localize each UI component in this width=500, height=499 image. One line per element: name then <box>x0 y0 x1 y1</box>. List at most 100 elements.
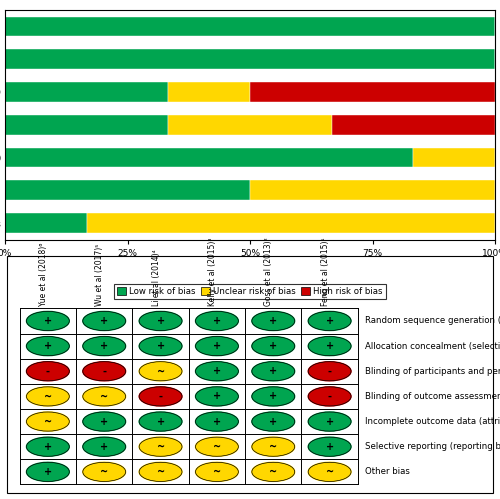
Ellipse shape <box>196 336 238 356</box>
Ellipse shape <box>308 412 351 431</box>
Ellipse shape <box>83 437 126 456</box>
Text: +: + <box>44 341 52 351</box>
Ellipse shape <box>308 336 351 356</box>
Ellipse shape <box>26 311 70 330</box>
Bar <box>86 213 495 233</box>
Text: ~: ~ <box>269 467 278 477</box>
Text: -: - <box>46 366 50 376</box>
Text: +: + <box>213 366 221 376</box>
Text: Selective reporting (reporting bias): Selective reporting (reporting bias) <box>365 442 500 451</box>
Text: Blinding of participants and personnel (performance bias): Blinding of participants and personnel (… <box>365 367 500 376</box>
Legend: Low risk of bias, Unclear risk of bias, High risk of bias: Low risk of bias, Unclear risk of bias, … <box>114 283 386 299</box>
Ellipse shape <box>139 362 182 381</box>
Bar <box>5 115 168 135</box>
Text: +: + <box>100 442 108 452</box>
Bar <box>5 181 250 200</box>
Ellipse shape <box>252 412 294 431</box>
Ellipse shape <box>26 462 70 482</box>
Bar <box>168 115 332 135</box>
Ellipse shape <box>252 462 294 482</box>
Ellipse shape <box>83 362 126 381</box>
Text: Random sequence generation (selection bias): Random sequence generation (selection bi… <box>365 316 500 325</box>
Ellipse shape <box>196 412 238 431</box>
Bar <box>250 82 495 102</box>
Text: +: + <box>156 316 164 326</box>
Ellipse shape <box>83 387 126 406</box>
Ellipse shape <box>196 462 238 482</box>
Ellipse shape <box>308 387 351 406</box>
Ellipse shape <box>308 362 351 381</box>
Text: +: + <box>326 316 334 326</box>
Ellipse shape <box>139 412 182 431</box>
Text: +: + <box>100 417 108 427</box>
Text: +: + <box>213 391 221 401</box>
Text: Other bias: Other bias <box>365 468 410 477</box>
Ellipse shape <box>139 462 182 482</box>
Text: +: + <box>213 417 221 427</box>
Text: Allocation concealment (selection bias): Allocation concealment (selection bias) <box>365 342 500 351</box>
Ellipse shape <box>26 387 70 406</box>
Text: Goss et al (2013)²: Goss et al (2013)² <box>264 237 274 306</box>
Text: Kelly et al (2015)³: Kelly et al (2015)³ <box>208 238 217 306</box>
Bar <box>5 148 414 167</box>
Bar <box>5 82 168 102</box>
Text: +: + <box>156 341 164 351</box>
Text: +: + <box>100 341 108 351</box>
Text: ~: ~ <box>269 442 278 452</box>
Text: -: - <box>328 391 332 401</box>
Text: +: + <box>44 316 52 326</box>
Text: Blinding of outcome assessment (detection bias): Blinding of outcome assessment (detectio… <box>365 392 500 401</box>
Ellipse shape <box>252 387 294 406</box>
Ellipse shape <box>83 462 126 482</box>
Ellipse shape <box>26 362 70 381</box>
Text: ~: ~ <box>44 417 52 427</box>
Text: Yue et al (2018)⁶: Yue et al (2018)⁶ <box>39 243 48 306</box>
Ellipse shape <box>139 336 182 356</box>
Text: ~: ~ <box>100 391 108 401</box>
Ellipse shape <box>83 311 126 330</box>
Ellipse shape <box>252 362 294 381</box>
Text: ~: ~ <box>44 391 52 401</box>
Text: +: + <box>44 442 52 452</box>
Ellipse shape <box>252 336 294 356</box>
Text: ~: ~ <box>326 467 334 477</box>
Ellipse shape <box>26 437 70 456</box>
Bar <box>5 213 86 233</box>
Text: ~: ~ <box>100 467 108 477</box>
Text: +: + <box>269 391 278 401</box>
Text: ~: ~ <box>156 366 164 376</box>
Text: +: + <box>100 316 108 326</box>
Ellipse shape <box>308 437 351 456</box>
Ellipse shape <box>196 362 238 381</box>
Text: -: - <box>102 366 106 376</box>
Ellipse shape <box>196 311 238 330</box>
Text: +: + <box>269 316 278 326</box>
Ellipse shape <box>26 336 70 356</box>
Ellipse shape <box>139 311 182 330</box>
Text: +: + <box>269 366 278 376</box>
Bar <box>168 82 250 102</box>
Bar <box>250 181 495 200</box>
Bar <box>332 115 495 135</box>
Text: +: + <box>326 417 334 427</box>
Bar <box>414 148 495 167</box>
Ellipse shape <box>83 412 126 431</box>
Ellipse shape <box>196 387 238 406</box>
Ellipse shape <box>308 462 351 482</box>
Text: +: + <box>269 417 278 427</box>
Text: +: + <box>44 467 52 477</box>
Ellipse shape <box>83 336 126 356</box>
Ellipse shape <box>196 437 238 456</box>
Ellipse shape <box>139 437 182 456</box>
Ellipse shape <box>308 311 351 330</box>
Text: +: + <box>213 316 221 326</box>
Text: +: + <box>269 341 278 351</box>
Text: +: + <box>326 341 334 351</box>
Text: ~: ~ <box>156 467 164 477</box>
Ellipse shape <box>26 412 70 431</box>
Text: Wu et al (2017)⁵: Wu et al (2017)⁵ <box>95 244 104 306</box>
Ellipse shape <box>139 387 182 406</box>
Ellipse shape <box>252 437 294 456</box>
Text: +: + <box>326 442 334 452</box>
Text: -: - <box>158 391 162 401</box>
